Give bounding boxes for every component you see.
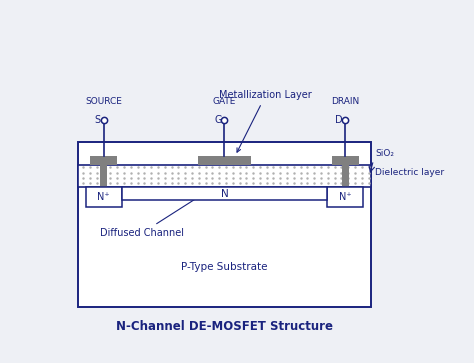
- Text: Metallization Layer: Metallization Layer: [219, 90, 312, 152]
- Bar: [332, 156, 359, 165]
- Text: G: G: [214, 115, 222, 125]
- Text: D: D: [335, 115, 342, 125]
- Bar: [100, 164, 107, 187]
- Text: P-Type Substrate: P-Type Substrate: [181, 262, 268, 272]
- Bar: [78, 165, 371, 187]
- Bar: [198, 156, 251, 165]
- Bar: [342, 164, 348, 187]
- Text: GATE: GATE: [213, 97, 236, 106]
- Text: Diffused Channel: Diffused Channel: [100, 196, 201, 238]
- Bar: [328, 187, 363, 207]
- Text: SOURCE: SOURCE: [85, 97, 122, 106]
- Bar: [90, 156, 117, 165]
- Bar: [121, 187, 328, 200]
- Text: N: N: [220, 188, 228, 199]
- Text: N⁺: N⁺: [339, 192, 352, 202]
- Text: SiO₂: SiO₂: [375, 149, 394, 158]
- Text: DRAIN: DRAIN: [331, 97, 359, 106]
- Text: N⁺: N⁺: [97, 192, 110, 202]
- Bar: [78, 142, 371, 307]
- Bar: [86, 187, 121, 207]
- Text: Dielectric layer: Dielectric layer: [375, 168, 445, 177]
- Text: N-Channel DE-MOSFET Structure: N-Channel DE-MOSFET Structure: [116, 320, 333, 333]
- Text: S: S: [95, 115, 101, 125]
